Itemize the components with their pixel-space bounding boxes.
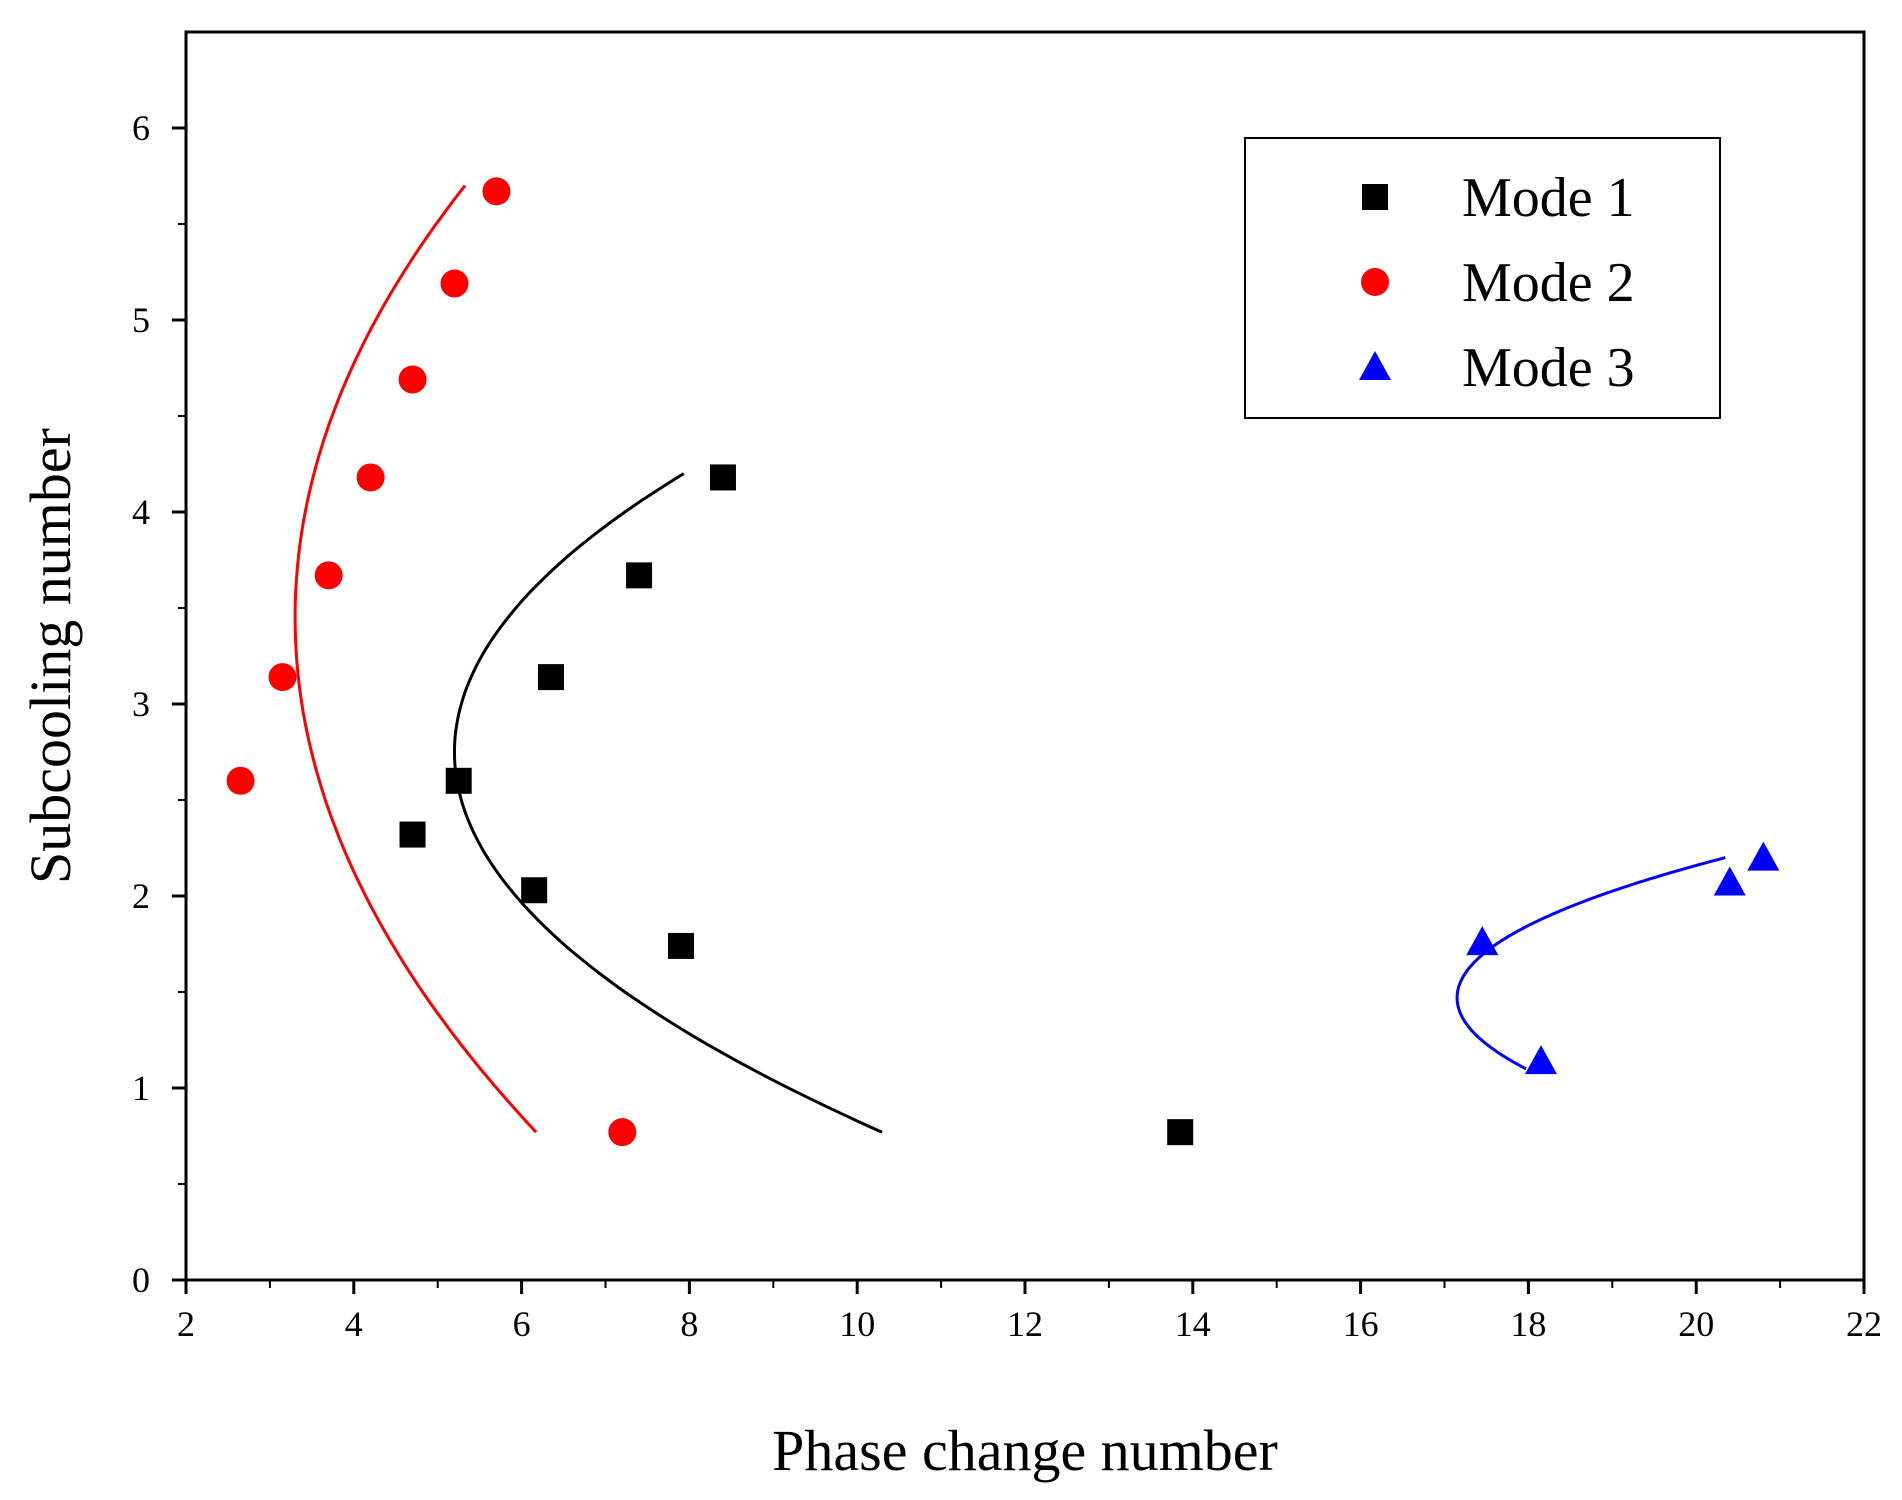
mode-3-point [1747,841,1780,871]
x-tick-label: 2 [177,1304,195,1344]
mode-1-legend-marker [1362,184,1388,210]
x-axis-label: Phase change number [772,1418,1278,1483]
y-tick-label: 3 [132,684,150,724]
mode-2-legend-marker [1361,268,1389,296]
legend: Mode 1 Mode 2 Mode 3 [1244,137,1721,419]
y-tick-label: 6 [132,108,150,148]
mode-3-point [1524,1045,1557,1075]
x-tick-label: 10 [839,1304,875,1344]
y-tick-label: 2 [132,876,150,916]
mode-1-point [399,821,426,848]
axis-ticks [172,126,1866,1294]
mode-3-point [1713,866,1746,896]
mode-1-legend-label: Mode 1 [1462,167,1635,229]
x-tick-label: 18 [1510,1304,1546,1344]
mode-1-point [668,932,695,959]
x-tick-label: 20 [1678,1304,1714,1344]
mode-1-point [445,767,472,794]
mode-1-point [626,562,653,589]
mode-2-legend-label: Mode 2 [1462,252,1635,314]
fit-curves [293,184,1726,1134]
mode-2-fit-curve [293,184,538,1134]
legend-entries: Mode 1 Mode 2 Mode 3 [1359,167,1635,399]
y-tick-label: 4 [132,492,150,532]
x-tick-label: 16 [1343,1304,1379,1344]
mode-3-point [1466,926,1499,956]
x-tick-label: 12 [1007,1304,1043,1344]
legend-box [1244,137,1721,419]
x-tick-label: 4 [345,1304,363,1344]
x-tick-label: 14 [1175,1304,1211,1344]
mode-2-point [608,1118,637,1147]
x-tick-label: 22 [1846,1304,1882,1344]
mode-1-point [709,464,736,491]
data-points [226,177,1780,1147]
mode-1-point [537,664,564,691]
mode-3-fit-curve [1455,856,1726,1071]
mode-2-point [482,177,511,206]
mode-1-point [1167,1119,1194,1146]
mode-1-point [521,877,548,904]
y-tick-label: 5 [132,300,150,340]
mode-2-point [226,766,255,795]
mode-2-point [398,365,427,394]
x-tick-label: 6 [513,1304,531,1344]
mode-3-legend-label: Mode 3 [1462,337,1635,399]
mode-1-fit-curve [453,472,883,1134]
mode-2-point [314,561,343,590]
mode-3-legend-marker [1359,351,1391,380]
y-axis-label: Subcooling number [18,428,83,884]
y-tick-label: 1 [132,1068,150,1108]
mode-2-point [356,463,385,492]
y-tick-label: 0 [132,1260,150,1300]
mode-2-point [268,663,297,692]
x-tick-label: 8 [680,1304,698,1344]
mode-2-point [440,269,469,298]
